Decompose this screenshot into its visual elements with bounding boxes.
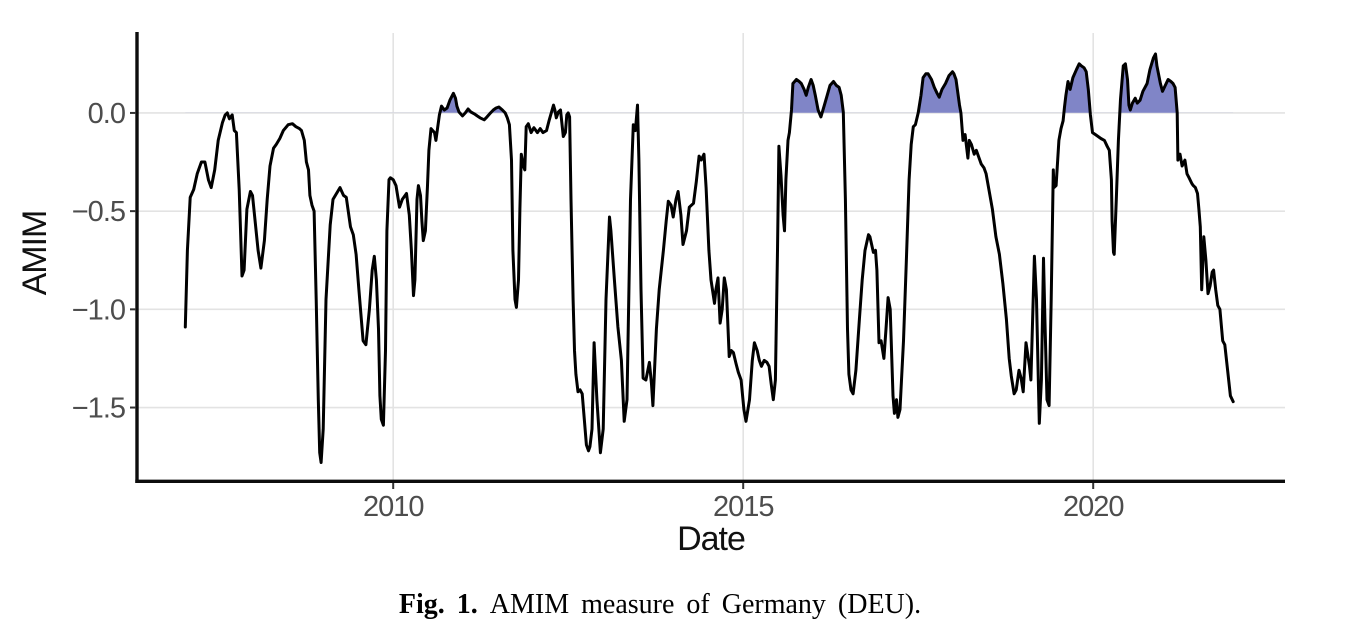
- amim-series-line: [183, 52, 1235, 464]
- y-axis-title: AMIM: [16, 211, 54, 296]
- x-tick-label: 2010: [363, 491, 424, 523]
- y-tick-label: −0.5: [72, 196, 125, 228]
- x-axis-title: Date: [677, 520, 745, 558]
- y-tick-label: −1.0: [72, 294, 125, 326]
- y-tick-label: −1.5: [72, 393, 125, 425]
- figure-caption: Fig. 1. AMIM measure of Germany (DEU).: [0, 589, 1320, 621]
- figure-caption-text: AMIM measure of Germany (DEU).: [489, 589, 922, 620]
- x-tick-label: 2020: [1063, 491, 1124, 523]
- figure-caption-label: Fig. 1.: [398, 589, 478, 620]
- amim-line-chart: 0.0 −0.5 −1.0 −1.5 2010 2015 2020 AMIM Date: [16, 32, 1285, 558]
- y-tick-label: 0.0: [88, 98, 125, 130]
- x-tick-label: 2015: [713, 491, 774, 523]
